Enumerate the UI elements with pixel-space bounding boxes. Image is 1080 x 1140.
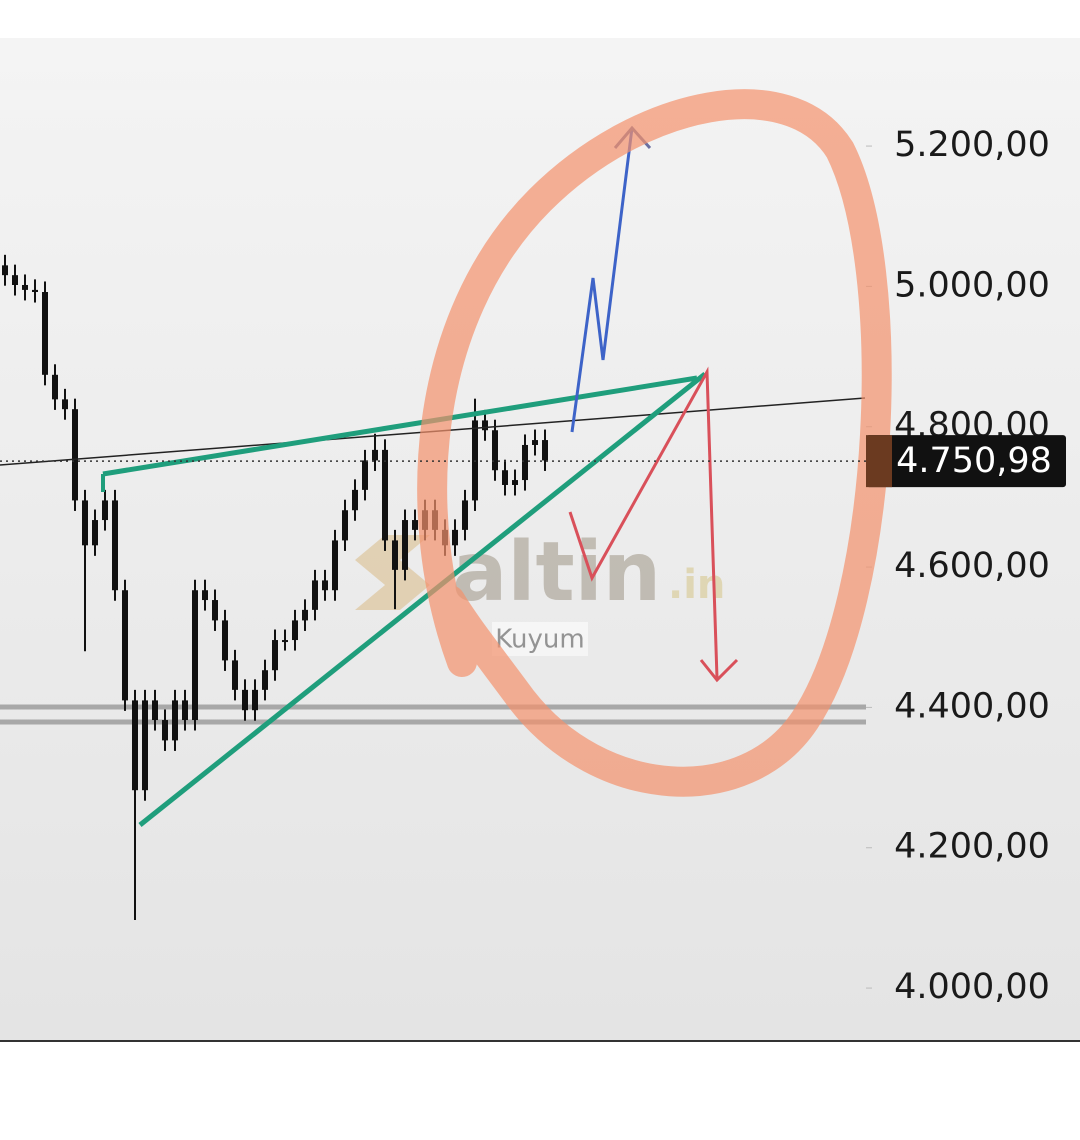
candle-body	[502, 470, 508, 485]
candle-body	[542, 440, 548, 461]
y-tick-label: 5.200,00	[894, 125, 1050, 165]
candle-body	[222, 620, 228, 661]
y-tick-label: 4.600,00	[894, 546, 1050, 586]
watermark-brand: altin	[452, 525, 661, 620]
candle-body	[52, 374, 58, 400]
candle-body	[152, 700, 158, 721]
candle-body	[392, 540, 398, 570]
candle-body	[332, 540, 338, 591]
last-price-label: 4.750,98	[896, 441, 1052, 481]
candle-body	[212, 600, 218, 621]
y-tick-label: 5.000,00	[894, 265, 1050, 305]
candle-body	[22, 284, 28, 290]
candle-body	[142, 700, 148, 791]
candle-body	[532, 440, 538, 445]
candle-body	[42, 292, 48, 375]
candle-body	[132, 700, 138, 791]
candle-body	[242, 689, 248, 711]
candle-body	[232, 660, 238, 690]
candle-body	[202, 590, 208, 601]
candle-body	[322, 580, 328, 591]
candle-body	[302, 609, 308, 621]
candle-body	[112, 500, 118, 591]
watermark-suffix: .in	[668, 562, 725, 608]
candle-body	[292, 620, 298, 641]
watermark-subtitle: Kuyum	[495, 625, 584, 655]
last-price-accent	[866, 435, 892, 488]
candle-body	[522, 444, 528, 481]
watermark-logo	[355, 535, 430, 610]
candle-body	[162, 720, 168, 741]
candle-body	[512, 480, 518, 485]
candle-body	[82, 500, 88, 546]
candle-body	[92, 520, 98, 546]
y-tick-label: 4.200,00	[894, 827, 1050, 867]
candle-body	[382, 449, 388, 541]
candle-body	[362, 460, 368, 490]
y-tick-label: 4.000,00	[894, 967, 1050, 1007]
last-price-box	[866, 435, 1066, 488]
bear-arrow	[568, 366, 719, 679]
candle-body	[172, 700, 178, 741]
highlight-circle	[417, 89, 892, 797]
candle-body	[252, 689, 258, 711]
candle-body	[462, 500, 468, 530]
candle-body	[182, 700, 188, 721]
candle-body	[72, 409, 78, 501]
wedge-lower	[138, 372, 707, 827]
candle-body	[402, 520, 408, 570]
candle-body	[412, 520, 418, 530]
bull-arrow	[570, 127, 634, 433]
candle-body	[492, 430, 498, 471]
candle-body	[352, 489, 358, 511]
candle-body	[282, 640, 288, 643]
candle-body	[312, 580, 318, 610]
y-tick-label: 4.400,00	[894, 686, 1050, 726]
candle-body	[122, 590, 128, 701]
candle-body	[102, 500, 108, 521]
candle-body	[62, 399, 68, 410]
candle-body	[12, 275, 18, 285]
candle-body	[372, 449, 378, 461]
candle-body	[2, 265, 8, 276]
candle-body	[342, 510, 348, 541]
candle-body	[272, 640, 278, 671]
candle-body	[482, 420, 488, 431]
wedge-upper	[102, 375, 698, 477]
candle-body	[32, 289, 38, 293]
bear-arrowhead	[699, 658, 739, 683]
candle-body	[192, 590, 198, 721]
last-price: 4.750,98	[0, 435, 1066, 488]
watermark-box	[492, 622, 588, 656]
candle-body	[452, 529, 458, 546]
candle-body	[262, 670, 268, 690]
